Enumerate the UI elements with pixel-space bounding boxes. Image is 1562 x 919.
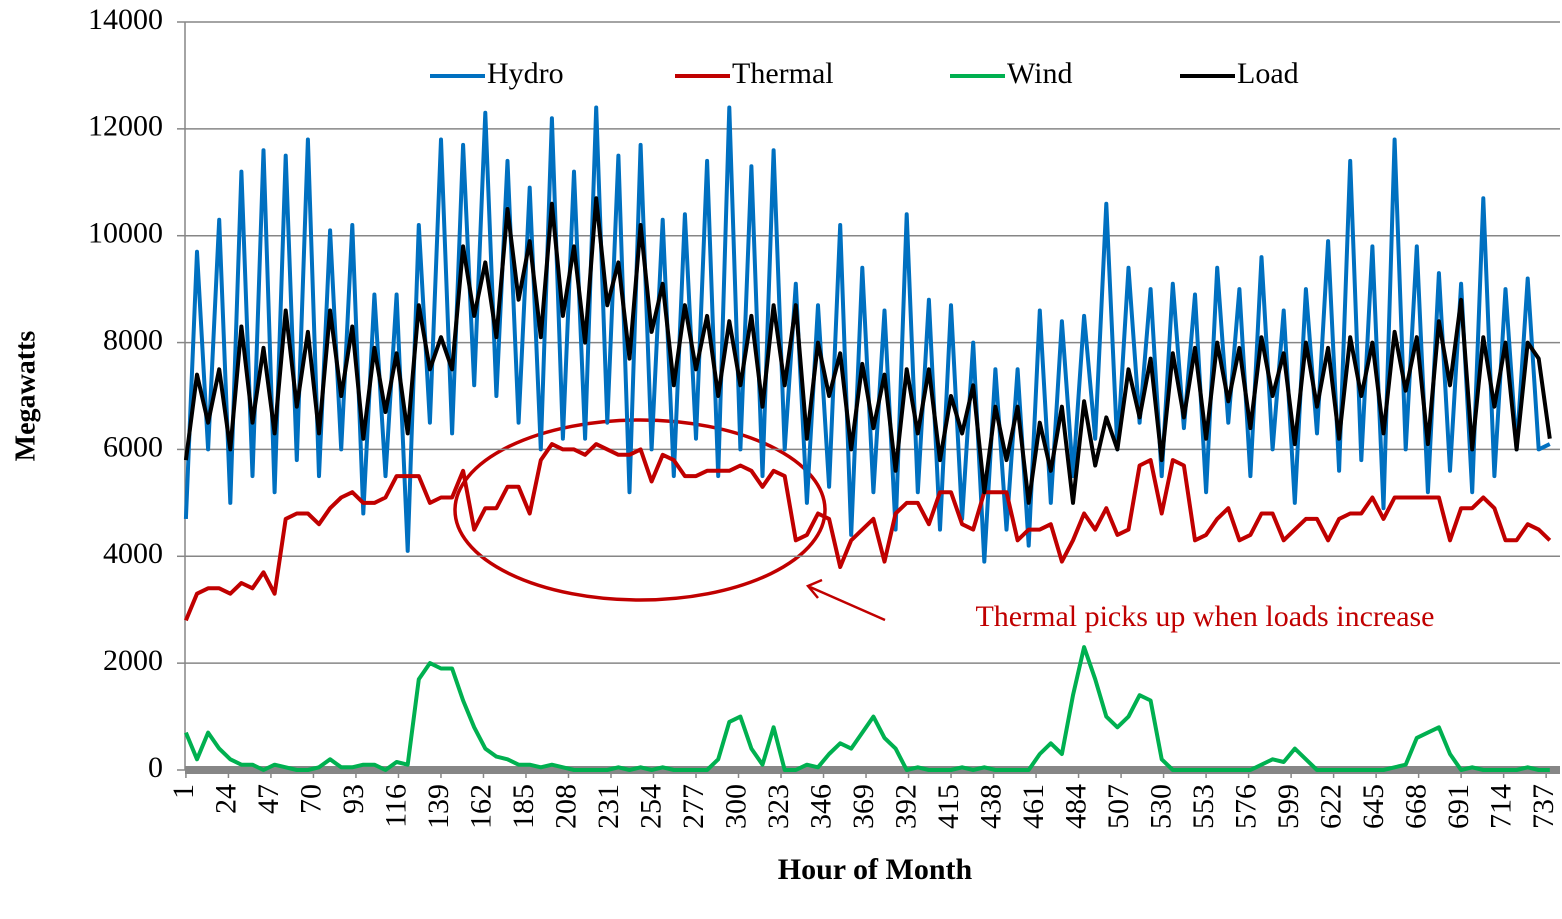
y-tick-label: 6000 <box>103 430 163 463</box>
x-tick-label: 484 <box>1059 784 1092 829</box>
x-tick-label: 231 <box>592 784 625 829</box>
x-tick-label: 70 <box>294 784 327 814</box>
x-tick-label: 392 <box>889 784 922 829</box>
line-1 <box>184 442 1552 622</box>
x-tick-label: 277 <box>677 784 710 829</box>
x-tick-label: 47 <box>252 784 285 814</box>
x-tick-label: 1 <box>167 784 200 799</box>
x-tick-label: 346 <box>804 784 837 829</box>
x-tick-label: 323 <box>762 784 795 829</box>
y-axis-title: Megawatts <box>10 331 41 462</box>
annotation: Thermal picks up when loads increase <box>975 600 1434 633</box>
x-tick-label: 185 <box>507 784 540 829</box>
x-tick-label: 507 <box>1102 784 1135 829</box>
x-tick-label: 369 <box>847 784 880 829</box>
x-tick-label: 622 <box>1314 784 1347 829</box>
x-tick-label: 553 <box>1187 784 1220 829</box>
x-tick-label: 668 <box>1400 784 1433 829</box>
y-tick-label: 14000 <box>88 3 163 36</box>
y-tick-label: 2000 <box>103 644 163 677</box>
line-3 <box>183 196 1552 505</box>
y-tick-label: 12000 <box>88 110 163 143</box>
y-tick-label: 8000 <box>103 323 163 356</box>
y-tick-label: 4000 <box>103 537 163 570</box>
legend-label: Hydro <box>487 57 564 90</box>
highlight-ellipse <box>453 418 827 602</box>
legend-label: Load <box>1237 57 1299 90</box>
x-axis-title: Hour of Month <box>778 853 973 886</box>
x-tick-label: 645 <box>1357 784 1390 829</box>
x-tick-label: 254 <box>634 784 667 829</box>
x-tick-label: 300 <box>719 784 752 829</box>
x-tick-label: 530 <box>1144 784 1177 829</box>
x-tick-label: 737 <box>1527 784 1560 829</box>
x-tick-label: 576 <box>1229 784 1262 829</box>
x-tick-label: 116 <box>379 784 412 828</box>
x-tick-label: 461 <box>1017 784 1050 829</box>
x-tick-label: 139 <box>422 784 455 829</box>
line-0 <box>183 105 1551 564</box>
x-tick-label: 208 <box>549 784 582 829</box>
x-tick-label: 93 <box>337 784 370 814</box>
x-tick-label: 162 <box>464 784 497 829</box>
x-tick-label: 24 <box>209 784 242 814</box>
legend-label: Wind <box>1007 57 1072 90</box>
arrow-head <box>805 578 823 599</box>
annotation-arrow <box>809 585 886 622</box>
x-tick-label: 691 <box>1442 784 1475 829</box>
x-tick-label: 714 <box>1485 784 1518 829</box>
x-tick-label: 415 <box>932 784 965 829</box>
y-tick-label: 0 <box>148 751 163 784</box>
x-tick-label: 599 <box>1272 784 1305 829</box>
x-tick-label: 438 <box>974 784 1007 829</box>
y-tick-label: 10000 <box>88 217 163 250</box>
legend-label: Thermal <box>732 57 834 90</box>
line-2 <box>184 645 1550 772</box>
